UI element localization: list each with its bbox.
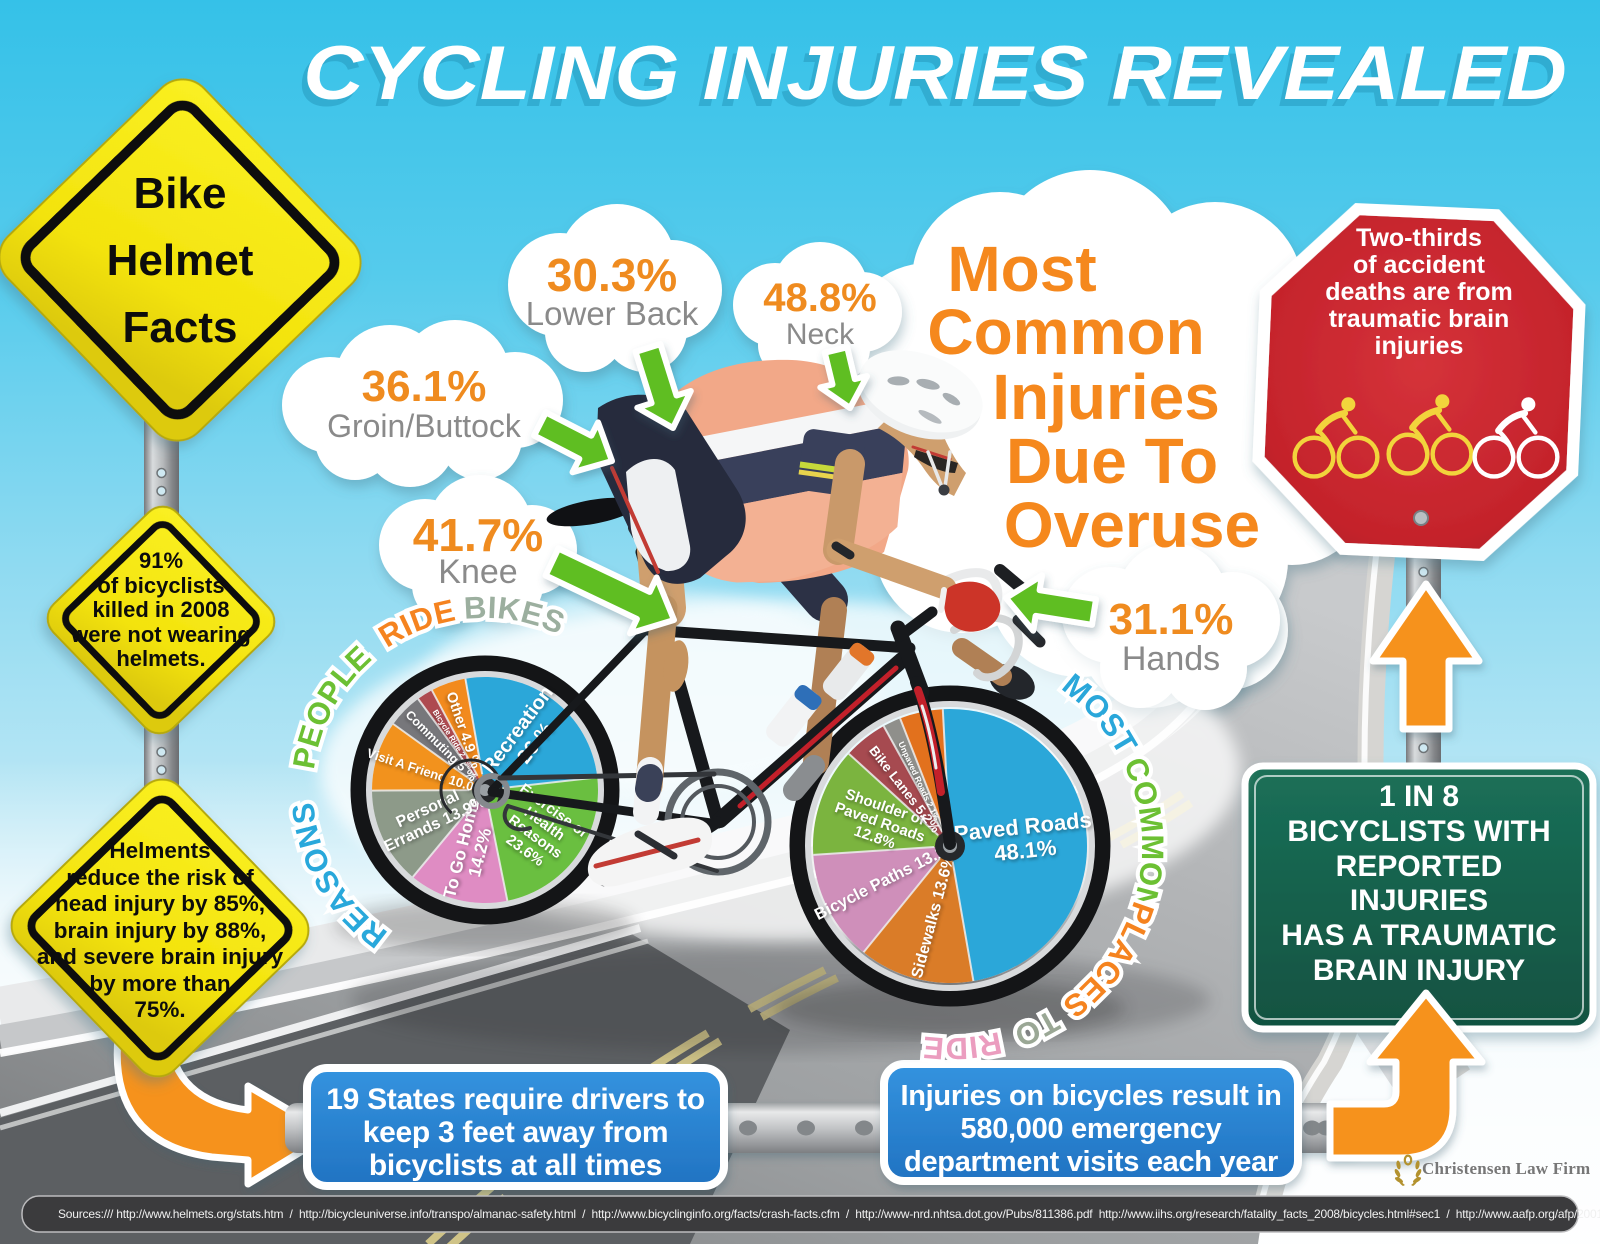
svg-text:RIDE: RIDE <box>921 1025 1004 1066</box>
